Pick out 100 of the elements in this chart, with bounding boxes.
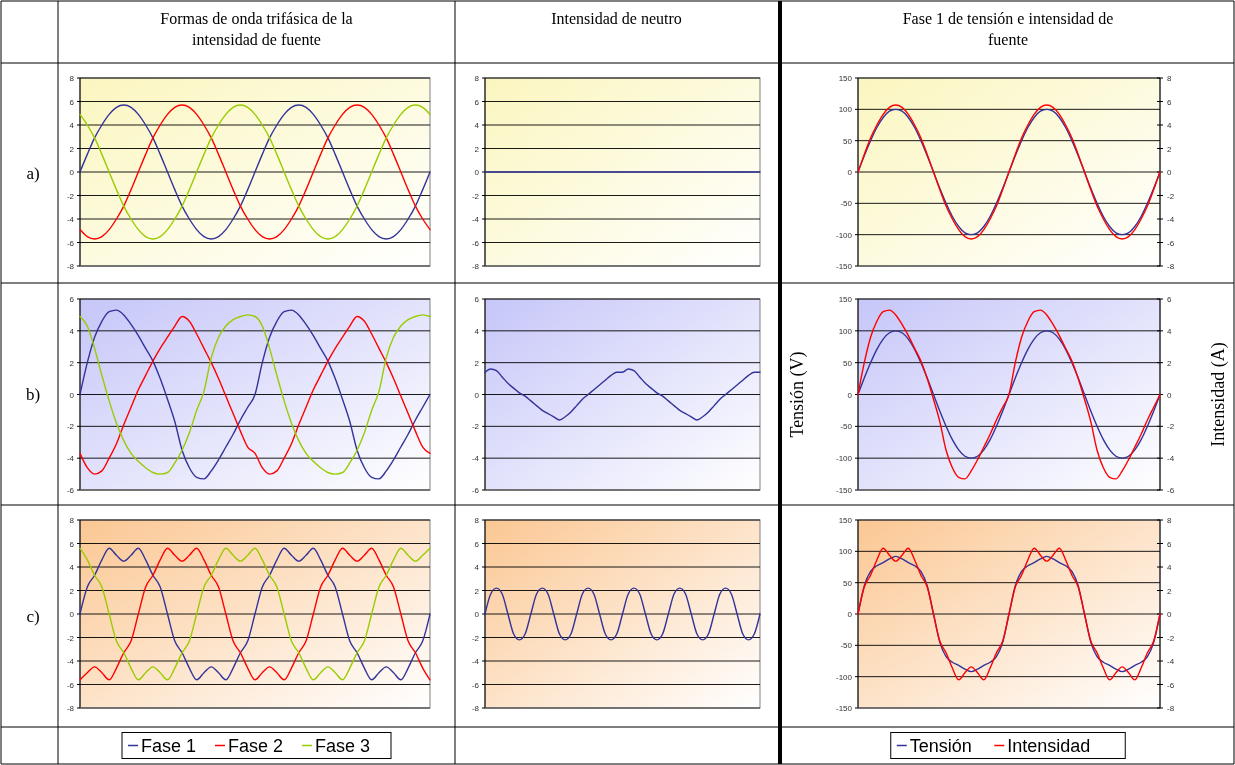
line-series xyxy=(79,104,431,240)
y-tick-label: 0 xyxy=(847,390,853,400)
y-tick-label: -150 xyxy=(835,486,853,495)
y-tick-label: -100 xyxy=(835,672,853,682)
y2-tick-label: 6 xyxy=(1167,97,1172,107)
y-tick-label: 8 xyxy=(69,74,75,83)
legend-label: Tensión xyxy=(909,735,972,756)
y-tick-label: -4 xyxy=(66,215,75,224)
y-tick-label: 50 xyxy=(843,578,853,588)
y-tick-label: 4 xyxy=(474,563,480,572)
y-tick-label: -100 xyxy=(835,454,853,464)
y-tick-label: 2 xyxy=(69,144,75,154)
y-tick-label: 100 xyxy=(838,326,853,336)
chart-title: Formas de onda trifásica de la intensidad de fuente xyxy=(160,10,353,48)
y-tick-label: 0 xyxy=(69,610,75,619)
legend-label: Fase 1 xyxy=(141,735,197,756)
y-tick-label: -6 xyxy=(471,238,480,248)
y-tick-label: -4 xyxy=(471,454,480,464)
y-tick-label: 2 xyxy=(474,586,480,596)
y2-tick-label: -4 xyxy=(1167,657,1175,666)
y-tick-label: 150 xyxy=(838,295,853,304)
y-tick-label: 6 xyxy=(474,97,480,107)
text: a) xyxy=(26,164,40,183)
y2-tick-label: 0 xyxy=(1167,390,1172,400)
line-series xyxy=(79,547,431,681)
y2-tick-label: -8 xyxy=(1167,262,1175,271)
y-tick-label: -50 xyxy=(840,199,853,209)
y-tick-label: -6 xyxy=(471,680,480,690)
text: b) xyxy=(25,385,41,404)
y-tick-label: 0 xyxy=(69,390,75,400)
y-tick-label: -150 xyxy=(835,262,853,271)
y2-tick-label: -2 xyxy=(1167,191,1175,201)
y-tick-label: 50 xyxy=(843,358,853,368)
line-series xyxy=(484,587,761,641)
y2-tick-label: 8 xyxy=(1167,516,1172,525)
line-series xyxy=(857,330,1161,459)
text: c) xyxy=(26,607,40,626)
y-axis-title: Tensión (V) xyxy=(787,351,808,438)
y-tick-label: 6 xyxy=(69,97,75,107)
y-tick-label: -6 xyxy=(66,486,75,495)
y2-tick-label: -4 xyxy=(1167,215,1175,224)
y2-tick-label: 6 xyxy=(1167,295,1172,304)
y-tick-label: -8 xyxy=(66,262,75,271)
y-tick-label: 2 xyxy=(474,144,480,154)
y-tick-label: 0 xyxy=(474,390,480,400)
y-tick-label: -4 xyxy=(66,454,75,464)
legend-label: Fase 3 xyxy=(315,735,371,756)
y-tick-label: 6 xyxy=(474,539,480,549)
y2-tick-label: 4 xyxy=(1167,563,1172,572)
y-tick-label: 2 xyxy=(474,358,480,368)
y-tick-label: -4 xyxy=(66,657,75,666)
y-tick-label: 4 xyxy=(69,326,75,336)
legend-label: Intensidad xyxy=(1007,735,1091,756)
y-tick-label: 8 xyxy=(474,516,480,525)
y2-tick-label: -8 xyxy=(1167,704,1175,713)
y-tick-label: 2 xyxy=(69,358,75,368)
y-tick-label: -2 xyxy=(66,633,75,643)
y-tick-label: -2 xyxy=(66,422,75,432)
y2-tick-label: -6 xyxy=(1167,486,1175,495)
y-tick-label: -8 xyxy=(471,704,480,713)
y-tick-label: -2 xyxy=(471,633,480,643)
y2-tick-label: 2 xyxy=(1167,358,1172,368)
y-tick-label: 8 xyxy=(69,516,75,525)
y-tick-label: -50 xyxy=(840,422,853,432)
y-tick-label: -6 xyxy=(66,238,75,248)
y-tick-label: -4 xyxy=(471,657,480,666)
y-tick-label: 2 xyxy=(69,586,75,596)
y-tick-label: -8 xyxy=(66,704,75,713)
y-tick-label: 0 xyxy=(847,168,853,177)
y2-tick-label: 4 xyxy=(1167,121,1172,130)
y2-axis-title: Intensidad (A) xyxy=(1208,342,1229,447)
chart-title: Fase 1 de tensión e intensidad de fuente xyxy=(902,10,1114,48)
y2-tick-label: 2 xyxy=(1167,144,1172,154)
y-tick-label: 0 xyxy=(847,610,853,619)
y-tick-label: -100 xyxy=(835,230,853,240)
y2-tick-label: -2 xyxy=(1167,633,1175,643)
y-tick-label: 150 xyxy=(838,74,853,83)
y-tick-label: 6 xyxy=(69,295,75,304)
y-tick-label: -2 xyxy=(471,422,480,432)
y-tick-label: 4 xyxy=(69,121,75,130)
y-tick-label: 6 xyxy=(474,295,480,304)
y2-tick-label: -6 xyxy=(1167,238,1175,248)
y-tick-label: -6 xyxy=(471,486,480,495)
y2-tick-label: 0 xyxy=(1167,610,1172,619)
y-tick-label: 8 xyxy=(474,74,480,83)
y2-tick-label: -4 xyxy=(1167,454,1175,464)
y2-tick-label: 2 xyxy=(1167,586,1172,596)
y-tick-label: 0 xyxy=(474,610,480,619)
y-tick-label: -8 xyxy=(471,262,480,271)
y-tick-label: 4 xyxy=(474,326,480,336)
y-tick-label: -2 xyxy=(471,191,480,201)
y-tick-label: -2 xyxy=(66,191,75,201)
y-tick-label: 100 xyxy=(838,547,853,557)
y-tick-label: 0 xyxy=(69,168,75,177)
legend-label: Fase 2 xyxy=(228,735,284,756)
line-series xyxy=(484,368,761,421)
y2-tick-label: 0 xyxy=(1167,168,1172,177)
y2-tick-label: 4 xyxy=(1167,326,1172,336)
y2-tick-label: -2 xyxy=(1167,422,1175,432)
y-tick-label: 0 xyxy=(474,168,480,177)
